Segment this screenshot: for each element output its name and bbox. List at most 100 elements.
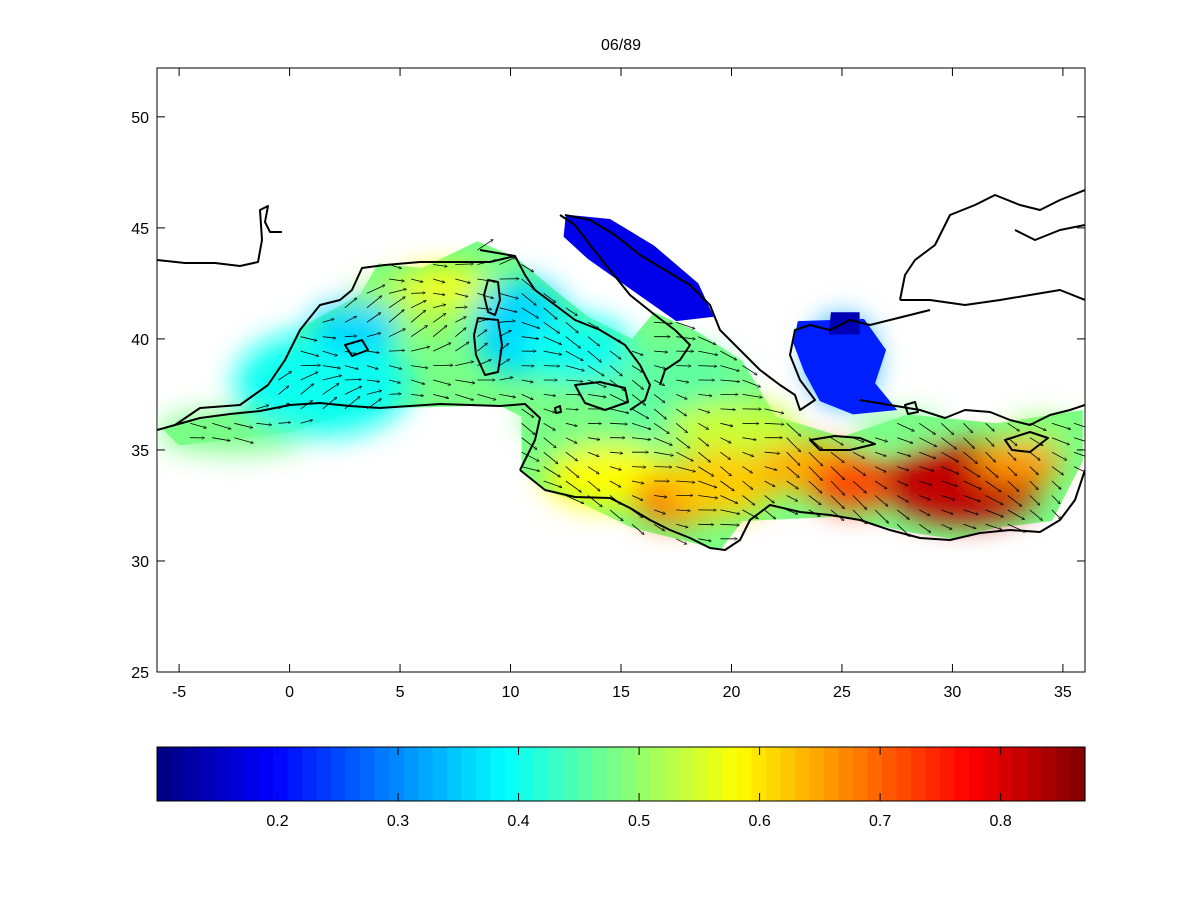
wind-vector [477, 307, 492, 310]
colorbar-cell [664, 747, 680, 801]
wind-vector [764, 452, 780, 453]
island-malta [554, 405, 562, 414]
wind-vector [455, 328, 466, 338]
wind-vector [322, 319, 335, 323]
wind-vector [521, 336, 539, 339]
y-axis-ticks: 25 30 35 40 45 50 [131, 110, 1085, 682]
wind-vector [609, 350, 621, 360]
wind-vector [477, 343, 487, 352]
wind-vector [521, 379, 534, 382]
wind-vector [587, 336, 600, 347]
wind-vector [698, 336, 716, 345]
colorbar-cell [157, 747, 173, 801]
wind-vector [653, 394, 665, 402]
wind-vector [344, 336, 357, 337]
wind-vector [631, 394, 646, 405]
colorbar-tick-label: 0.5 [628, 813, 650, 830]
wind-vector [499, 257, 517, 265]
colorbar-cell [838, 747, 854, 801]
colorbar-cell [345, 747, 361, 801]
wind-vector [278, 422, 291, 423]
wind-vector [455, 316, 466, 323]
wind-vector [742, 379, 761, 387]
wind-vector [609, 452, 623, 453]
wind-vector [1051, 495, 1060, 505]
wind-vector [388, 296, 405, 309]
wind-vector [676, 481, 695, 482]
colorbar-cell [809, 747, 825, 801]
field-blob [665, 401, 798, 455]
colorbar-cell [621, 747, 637, 801]
wind-vector [543, 466, 561, 478]
x-tick-label: 0 [285, 684, 294, 701]
y-tick-label: 45 [131, 221, 149, 238]
wind-vector [543, 307, 558, 320]
wind-vector [1007, 509, 1025, 521]
wind-vector [830, 480, 845, 495]
colorbar-cell [534, 747, 550, 801]
colorbar-frame [156, 746, 1086, 802]
wind-vector [653, 379, 665, 387]
wind-vector [388, 394, 401, 395]
wind-vector [786, 451, 800, 465]
wind-vector [300, 350, 319, 356]
wind-vector [366, 350, 380, 353]
island-sardinia [473, 317, 503, 376]
wind-vector [874, 437, 888, 442]
colorbar-cell [316, 747, 332, 801]
wind-vector [874, 466, 886, 473]
wind-vector [654, 495, 667, 498]
colorbar-cell [186, 747, 202, 801]
wind-vector [543, 408, 556, 413]
island-sicily [574, 381, 629, 411]
wind-vector [366, 312, 381, 323]
wind-vector [720, 350, 736, 361]
wind-vector [410, 310, 426, 323]
wind-vector [322, 375, 342, 381]
wind-vector [1073, 437, 1085, 442]
field-blob [400, 267, 489, 299]
field-blob [234, 330, 412, 437]
wind-vector [344, 385, 362, 395]
wind-vector [565, 422, 578, 426]
x-tick-label: 25 [833, 684, 851, 701]
colorbar-cell [302, 747, 318, 801]
wind-vector [543, 422, 556, 431]
wind-vector [278, 370, 292, 381]
wind-vector [631, 467, 646, 468]
wind-vector [919, 422, 935, 435]
wind-vector [455, 278, 470, 283]
colorbar-cell [360, 747, 376, 801]
colorbar-cell [882, 747, 898, 801]
y-tick-label: 25 [131, 665, 149, 682]
island-balearics [344, 339, 369, 357]
wind-vector [609, 480, 621, 488]
colorbar-cell [766, 747, 782, 801]
colorbar-cell [795, 747, 811, 801]
wind-vector [521, 451, 540, 462]
wind-vector [455, 293, 468, 296]
wind-vector [543, 293, 556, 302]
wind-vector [587, 350, 602, 362]
wind-vector [388, 379, 401, 383]
map-axes: -5 0 5 10 15 20 25 30 35 25 30 35 40 45 50 [131, 67, 1086, 701]
wind-vector [941, 480, 957, 486]
wind-vector [653, 408, 667, 419]
wind-vector [521, 293, 537, 305]
wind-vector [565, 409, 579, 410]
wind-vector [654, 451, 673, 455]
island-corsica [483, 279, 501, 316]
wind-vector [322, 337, 336, 339]
wind-vector [654, 351, 668, 352]
wind-vector [764, 423, 785, 424]
colorbar-cell [1027, 747, 1043, 801]
wind-vector [985, 480, 1002, 493]
wind-vector [764, 466, 778, 471]
wind-vector [676, 394, 687, 399]
wind-vector [189, 422, 207, 428]
wind-vector [919, 451, 936, 459]
wind-vector [587, 321, 599, 330]
wind-vector [565, 321, 579, 333]
wind-vector [676, 451, 693, 462]
wind-vector [631, 379, 644, 390]
